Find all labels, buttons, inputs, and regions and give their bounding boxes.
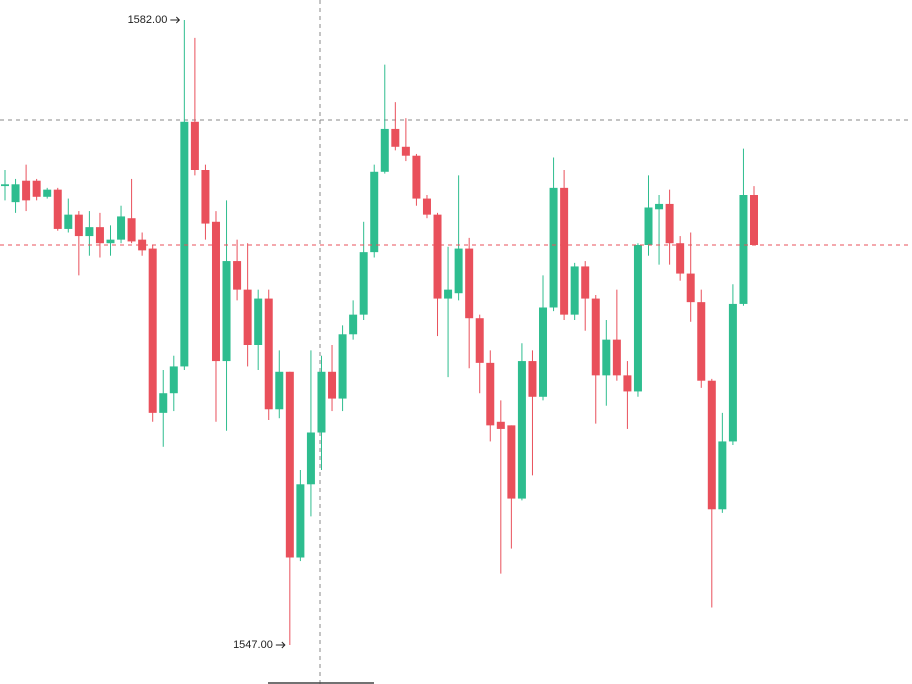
candle-body [211,221,220,362]
candle-body [380,128,389,172]
candle-body [517,361,526,499]
annotation-arrow [275,641,286,649]
candle-body [359,252,368,315]
candle-body [106,239,115,244]
candle-body [180,121,189,367]
candle-body [412,155,421,199]
candle-body [317,371,326,433]
candle-body [401,146,410,156]
candle-body [707,380,716,510]
candle-body [750,195,758,245]
candle-body [233,261,242,290]
candle-body [338,334,347,399]
candle-body [264,298,273,410]
candle-body [43,189,52,197]
price-annotation: 1582.00 [128,14,168,26]
candle-body [22,180,31,201]
candle-body [697,302,706,381]
candle-body [444,289,453,299]
candles [1,20,758,645]
candle-body [581,266,590,299]
candle-body [85,227,94,237]
candle-body [95,227,104,244]
candle-body [644,207,653,245]
candle-body [127,218,136,242]
candle-body [296,484,305,558]
candle-body [686,273,695,303]
candle-body [665,203,674,244]
candle-body [169,366,178,394]
candle-body [370,171,379,253]
candle-body [222,261,231,362]
candle-body [718,441,727,510]
candle-body [148,248,157,413]
candle-body [739,195,748,304]
candle-body [285,371,294,558]
candle-body [507,425,516,499]
candle-body [549,187,558,308]
candle-body [275,371,284,410]
candle-body [1,184,9,187]
candle-body [454,248,463,294]
candle-body [612,339,621,376]
candle-body [138,239,147,251]
candle-body [633,245,642,392]
candle-body [306,432,315,485]
candle-body [74,214,83,237]
candle-body [190,121,199,170]
candle-body [591,298,600,376]
candle-body [496,421,505,429]
candle-body [539,307,548,397]
candle-body [11,184,20,203]
candle-body [528,361,537,397]
candle-body [623,375,632,392]
candle-body [560,187,569,315]
candle-body [433,214,442,299]
candle-body [243,289,252,345]
candle-body [328,371,337,399]
candle-body [676,243,685,274]
candle-body [655,203,664,210]
candle-body [391,128,400,147]
candle-body [602,339,611,376]
candle-body [254,298,263,345]
candle-body [117,216,126,240]
annotation-arrow [170,16,181,24]
candle-body [159,393,168,413]
candle-body [570,266,579,315]
candle-body [32,180,41,197]
candle-body [201,170,210,224]
candle-body [486,362,495,426]
candle-body [728,303,737,442]
candle-body [349,314,358,335]
candle-body [64,214,73,229]
price-annotation: 1547.00 [233,639,273,651]
candle-body [422,198,431,215]
candle-body [465,248,474,319]
candle-body [475,318,484,363]
candle-body [53,189,62,229]
